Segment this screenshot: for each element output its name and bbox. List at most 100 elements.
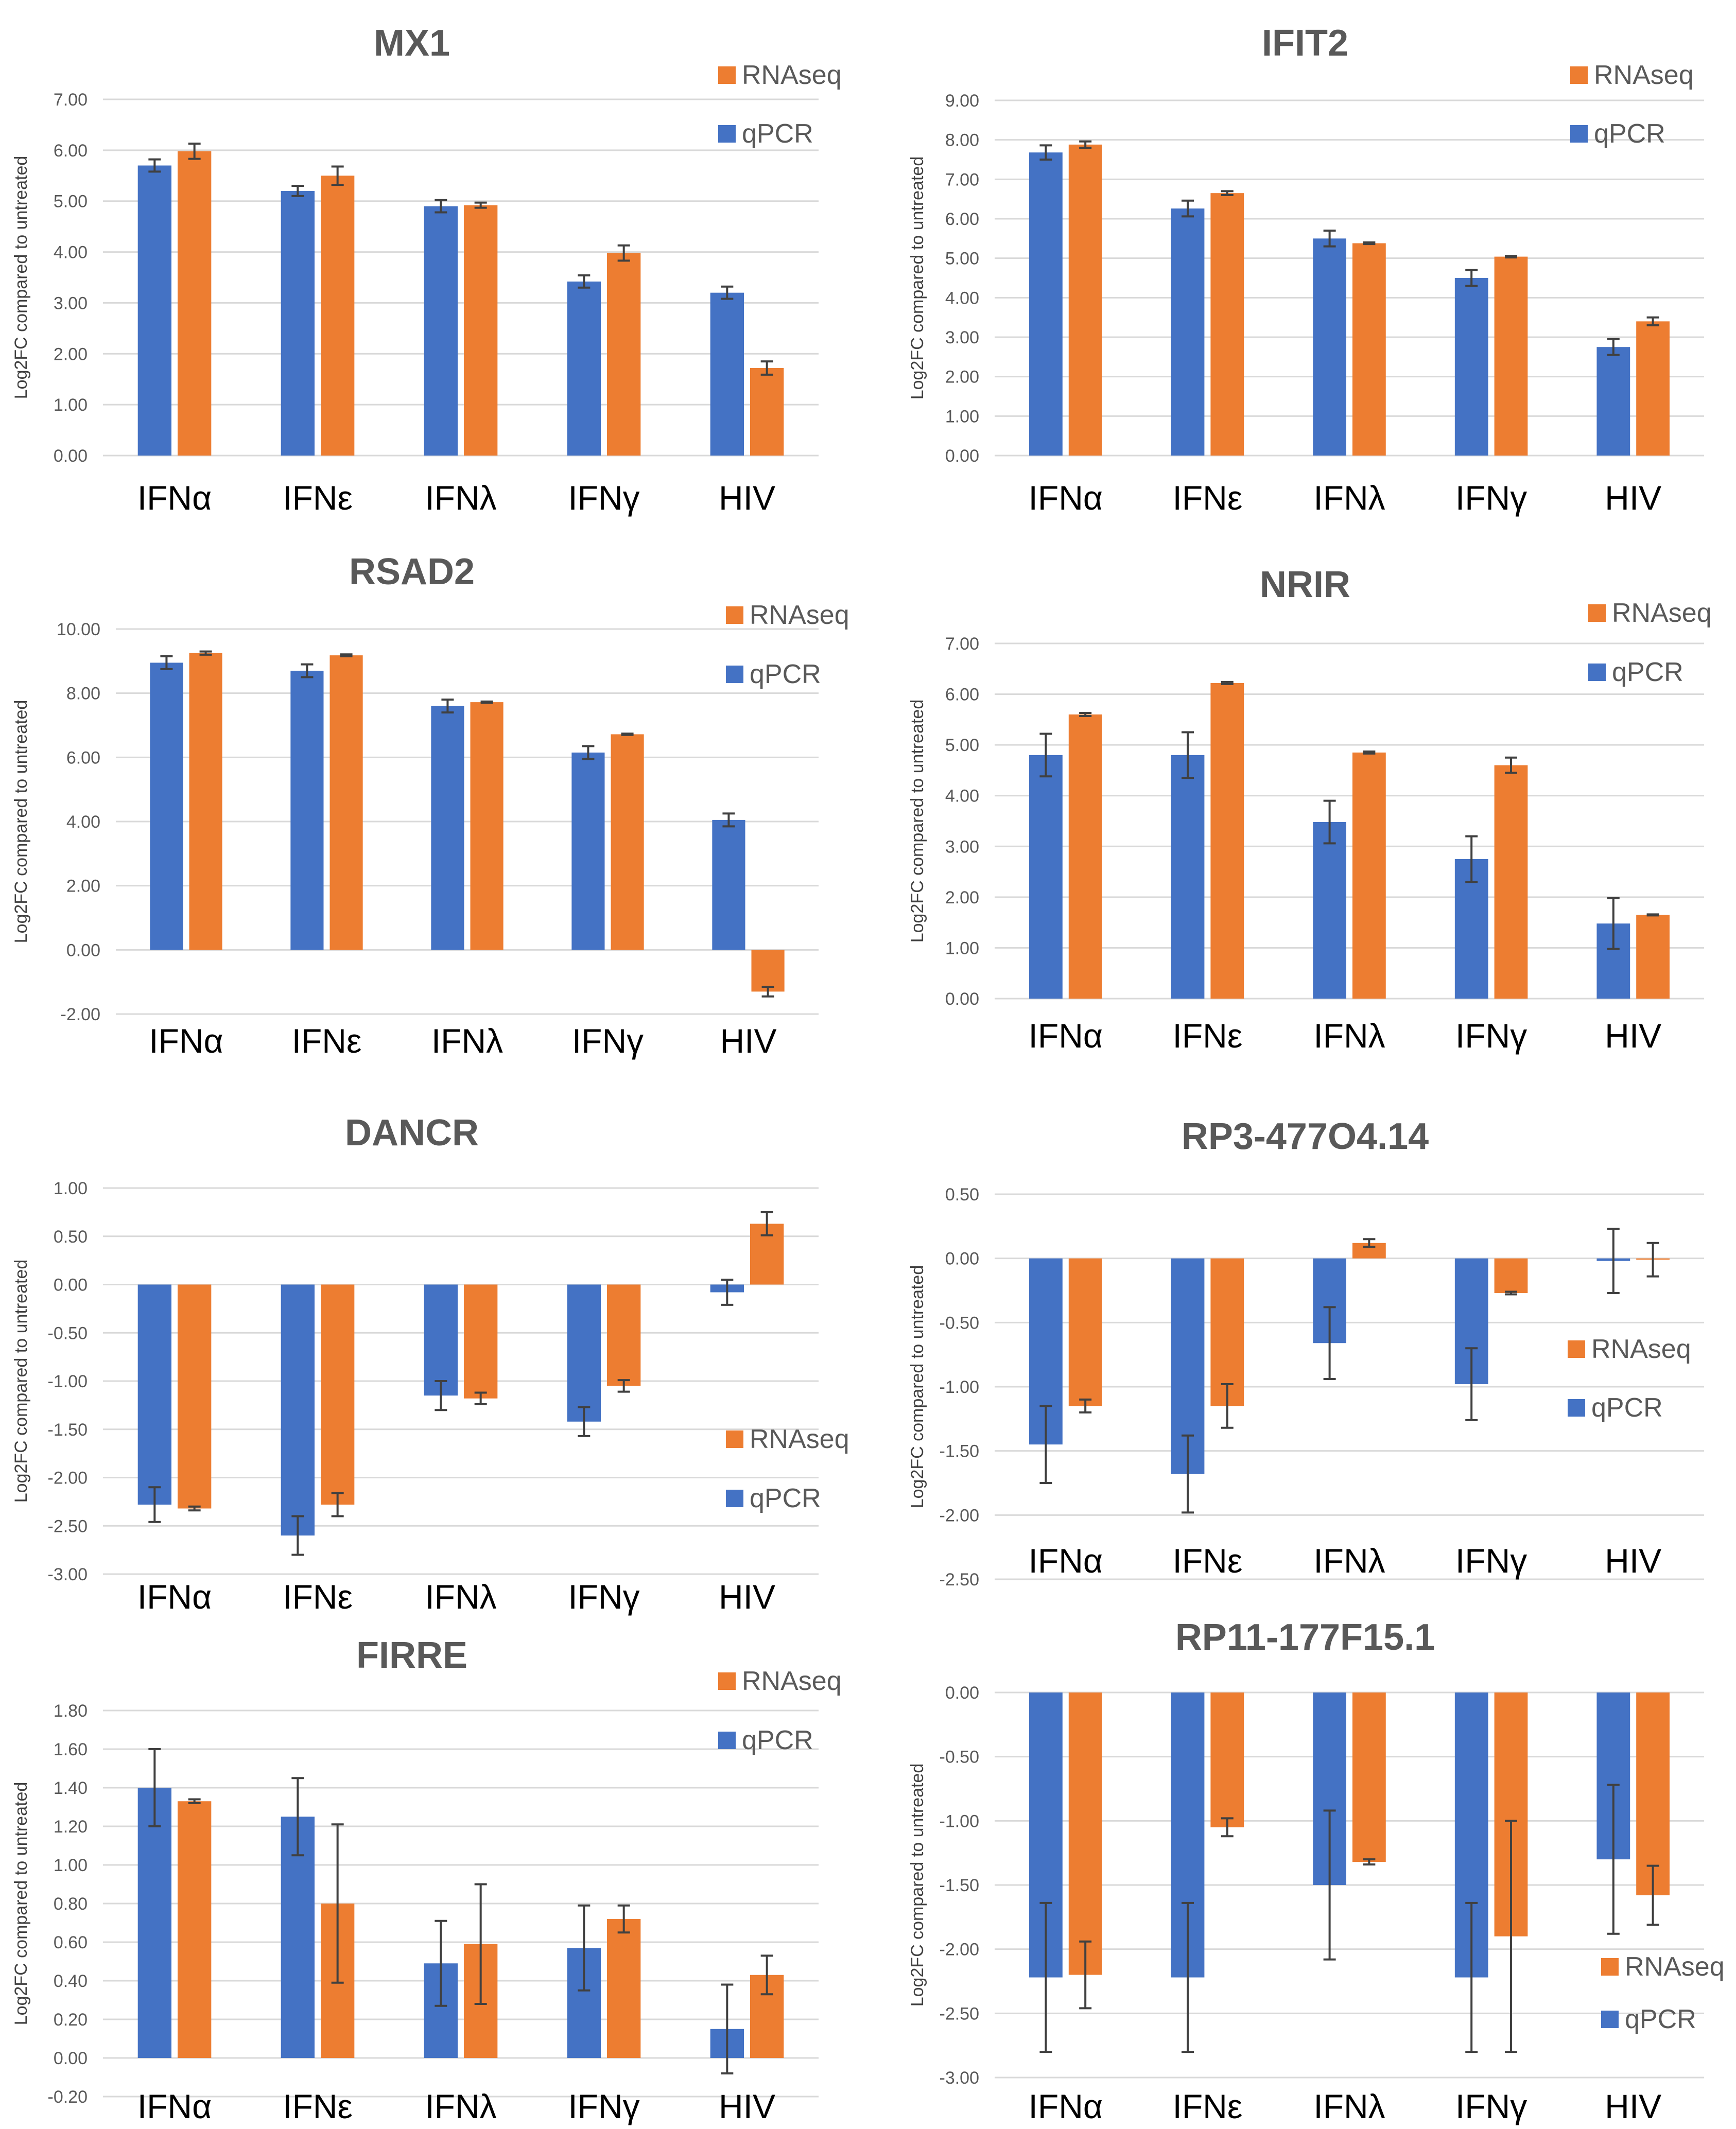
y-tick-label: -2.00 <box>48 1469 88 1488</box>
bar-rnaseq-4 <box>1494 256 1528 456</box>
chart-panel-4: NRIR 7.00 6.00 5.00 4.00 3.00 2.00 1.00 0.00 Log2… <box>908 564 1712 1055</box>
x-tick-label: IFNλ <box>425 2087 496 2125</box>
bar-qpcr-1 <box>137 1284 171 1505</box>
bar-qpcr-2 <box>290 671 324 950</box>
legend-swatch-qpcr <box>1601 2011 1619 2028</box>
legend-swatch-rnaseq <box>1568 1340 1585 1358</box>
x-tick-label: HIV <box>719 1578 775 1616</box>
bar-rnaseq-1 <box>1068 144 1102 456</box>
y-tick-label: -0.50 <box>48 1323 88 1343</box>
bar-qpcr-3 <box>424 206 458 456</box>
y-tick-label: 6.00 <box>945 210 979 229</box>
legend-label-qpcr: qPCR <box>1625 2004 1696 2034</box>
x-tick-label: HIV <box>719 2087 775 2125</box>
y-tick-label: -0.50 <box>940 1313 980 1333</box>
y-tick-label: 0.40 <box>54 1971 88 1991</box>
chart-panel-3: RSAD2 10.00 8.00 6.00 4.00 2.00 0.00 -2.00 Log2F… <box>11 551 849 1060</box>
legend-label-qpcr: qPCR <box>742 1725 813 1755</box>
x-tick-label: IFNλ <box>1313 1017 1385 1055</box>
x-tick-label: IFNγ <box>568 479 639 517</box>
y-tick-label: 9.00 <box>945 91 979 111</box>
y-tick-label: 0.00 <box>54 446 88 466</box>
bar-rnaseq-5 <box>1636 1692 1670 1895</box>
x-tick-label: IFNε <box>1173 1017 1243 1055</box>
legend-swatch-rnaseq <box>1588 604 1606 622</box>
x-tick-label: IFNγ <box>572 1022 644 1060</box>
x-tick-label: IFNγ <box>568 1578 639 1616</box>
legend-label-qpcr: qPCR <box>1594 119 1665 149</box>
x-tick-label: IFNα <box>137 1578 212 1616</box>
y-tick-label: 0.60 <box>54 1933 88 1952</box>
y-tick-label: -2.50 <box>940 1570 980 1590</box>
chart-title: FIRRE <box>356 1635 467 1676</box>
x-tick-label: HIV <box>719 479 775 517</box>
bar-qpcr-1 <box>137 165 171 456</box>
legend-swatch-rnaseq <box>718 66 736 84</box>
bar-qpcr-2 <box>1171 755 1205 999</box>
x-tick-label: HIV <box>720 1022 776 1060</box>
x-tick-label: IFNλ <box>1313 479 1385 517</box>
legend-label-rnaseq: RNAseq <box>1591 1334 1691 1364</box>
bar-rnaseq-2 <box>329 655 363 950</box>
bar-rnaseq-5 <box>1636 915 1670 999</box>
y-tick-label: -1.50 <box>48 1420 88 1440</box>
y-tick-label: 2.00 <box>54 344 88 364</box>
bar-rnaseq-2 <box>321 1284 355 1505</box>
y-tick-label: 1.40 <box>54 1778 88 1798</box>
y-tick-label: 0.00 <box>945 989 979 1009</box>
y-tick-label: 1.00 <box>54 395 88 415</box>
legend-label-rnaseq: RNAseq <box>1612 598 1712 628</box>
x-tick-label: IFNλ <box>1313 2087 1385 2125</box>
bar-rnaseq-1 <box>189 653 222 950</box>
legend-label-rnaseq: RNAseq <box>1625 1952 1725 1982</box>
y-tick-label: 1.60 <box>54 1740 88 1759</box>
y-tick-label: 6.00 <box>54 141 88 161</box>
x-tick-label: IFNα <box>1029 479 1103 517</box>
x-tick-label: IFNα <box>137 479 212 517</box>
y-tick-label: -1.00 <box>940 1811 980 1831</box>
y-tick-label: 3.00 <box>945 837 979 857</box>
y-tick-label: -1.00 <box>48 1372 88 1391</box>
chart-panel-1: MX1 7.00 6.00 5.00 4.00 3.00 2.00 1.00 0.00 Log2F… <box>11 23 842 517</box>
bar-rnaseq-5 <box>750 368 784 456</box>
x-tick-label: IFNε <box>283 479 353 517</box>
y-axis-label: Log2FC compared to untreated <box>11 700 31 944</box>
bar-rnaseq-1 <box>178 1801 212 2058</box>
bar-qpcr-2 <box>281 190 315 456</box>
bar-rnaseq-4 <box>1494 1258 1528 1293</box>
y-tick-label: -2.00 <box>940 1940 980 1960</box>
legend-swatch-rnaseq <box>726 606 743 624</box>
x-tick-label: IFNλ <box>425 479 496 517</box>
chart-title: RSAD2 <box>349 551 475 592</box>
bar-rnaseq-3 <box>464 1284 498 1399</box>
y-axis-label: Log2FC compared to untreated <box>11 1260 31 1503</box>
bar-rnaseq-3 <box>1352 243 1386 456</box>
bar-qpcr-1 <box>137 1788 171 2058</box>
bar-qpcr-5 <box>710 292 744 456</box>
y-axis-label: Log2FC compared to untreated <box>908 700 927 943</box>
y-tick-label: 2.00 <box>945 888 979 908</box>
bar-qpcr-4 <box>567 1284 601 1422</box>
chart-title: RP3-477O4.14 <box>1182 1116 1429 1157</box>
x-tick-label: IFNγ <box>1455 1542 1527 1580</box>
legend-swatch-qpcr <box>1588 664 1606 681</box>
bar-rnaseq-4 <box>607 253 641 456</box>
y-tick-label: 0.00 <box>66 940 100 960</box>
x-tick-label: IFNλ <box>431 1022 503 1060</box>
chart-panel-6: RP3-477O4.14 0.50 0.00 -0.50 -1.00 -1.50 -2.00… <box>908 1116 1704 1590</box>
y-tick-label: 3.00 <box>945 328 979 347</box>
bar-qpcr-3 <box>1313 822 1346 999</box>
y-tick-label: -2.00 <box>940 1506 980 1525</box>
y-tick-label: 3.00 <box>54 293 88 313</box>
y-tick-label: 7.00 <box>54 90 88 110</box>
legend-label-qpcr: qPCR <box>1591 1393 1663 1423</box>
y-tick-label: 6.00 <box>66 748 100 767</box>
bar-rnaseq-2 <box>1210 1692 1244 1827</box>
legend-label-qpcr: qPCR <box>742 119 813 149</box>
bar-rnaseq-3 <box>464 205 498 456</box>
y-tick-label: 0.00 <box>54 1276 88 1295</box>
y-tick-label: 1.20 <box>54 1817 88 1837</box>
legend-swatch-qpcr <box>726 666 743 683</box>
x-tick-label: IFNγ <box>568 2087 639 2125</box>
